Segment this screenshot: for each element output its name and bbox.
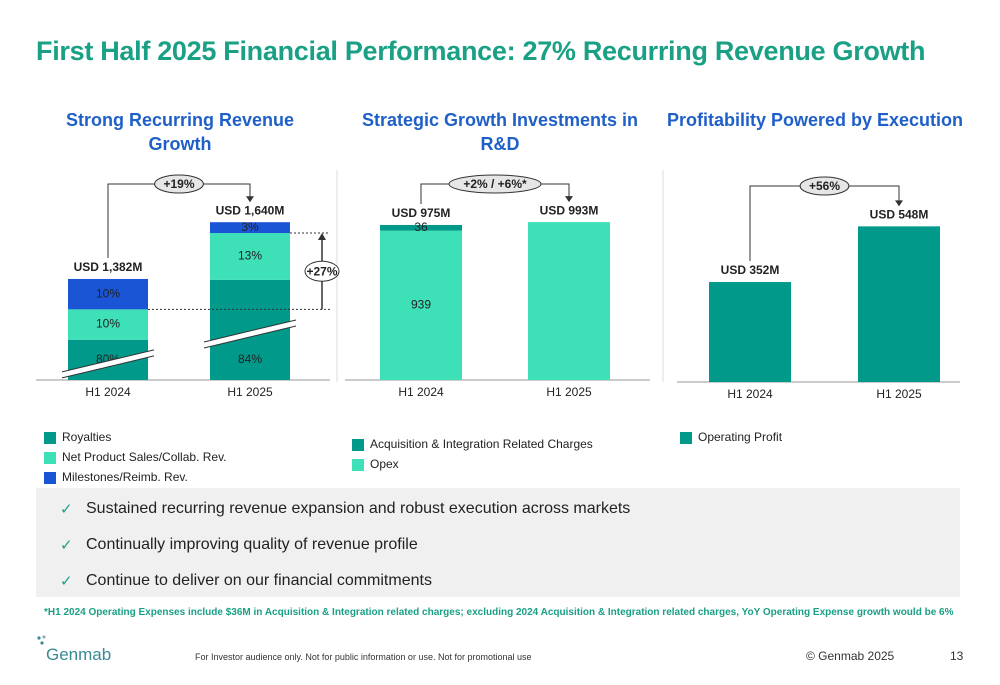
bar-segment (68, 278, 148, 310)
total-label: USD 975M (392, 206, 451, 220)
check: ✓ (60, 537, 73, 554)
axis-break (62, 349, 154, 378)
data-label: 36 (414, 220, 428, 234)
growth-label: +56% (809, 179, 840, 193)
page-number: 13 (950, 649, 964, 663)
data-label: 13% (238, 249, 262, 263)
axis-break (203, 325, 297, 349)
axis-break (61, 355, 155, 379)
growth-arrow (565, 196, 573, 203)
legend-swatch (680, 432, 692, 444)
x-tick-label: H1 2024 (85, 385, 131, 399)
chart-title: Strategic Growth Investments in R&D (361, 110, 639, 154)
bar-segment (380, 224, 462, 231)
data-label: USD 548M (870, 208, 929, 222)
axis-break (61, 349, 155, 373)
bar-segment (709, 282, 791, 382)
bar-segment (210, 222, 290, 234)
growth-badge (448, 174, 542, 194)
legend-label: Royalties (62, 430, 111, 444)
legend-label: Opex (370, 457, 399, 471)
legend-label: Acquisition & Integration Related Charge… (370, 437, 593, 451)
total-label: USD 1,640M (216, 203, 285, 217)
x-tick-label: H1 2024 (398, 385, 444, 399)
bar-segment (858, 226, 940, 382)
chart-title: Profitability Powered by Execution (666, 110, 964, 130)
data-label: USD 352M (721, 263, 780, 277)
legend-swatch (352, 459, 364, 471)
legend-label: Net Product Sales/Collab. Rev. (62, 450, 227, 464)
data-label: 10% (96, 317, 120, 331)
legend-label: Operating Profit (698, 430, 783, 444)
growth-label: +2% / +6%* (463, 177, 527, 191)
data-label: 10% (96, 286, 120, 300)
total-label: USD 1,382M (74, 260, 143, 274)
check: ✓ (60, 573, 73, 590)
legend-swatch (44, 432, 56, 444)
chart-title: Strong Recurring Revenue Growth (65, 110, 295, 154)
bar-segment (380, 230, 462, 380)
logo: Genmab (46, 645, 112, 664)
axis-break (204, 319, 296, 348)
total-label: USD 993M (540, 203, 599, 217)
highlight: Continually improving quality of revenue… (86, 536, 418, 553)
x-tick-label: H1 2025 (546, 385, 592, 399)
axis-break (203, 319, 297, 343)
check: ✓ (60, 501, 73, 518)
highlight: Sustained recurring revenue expansion an… (86, 500, 631, 517)
x-tick-label: H1 2025 (876, 387, 922, 401)
bar-segment (210, 233, 290, 280)
highlight: Continue to deliver on our financial com… (86, 572, 432, 589)
x-tick-label: H1 2024 (727, 387, 773, 401)
growth-arrow (246, 196, 254, 203)
logo-dots (37, 635, 46, 645)
data-label: 3% (241, 220, 259, 234)
growth-label: +27% (306, 264, 337, 278)
data-label: 939 (411, 298, 431, 312)
growth-arrow (318, 233, 326, 241)
bar-segment (528, 222, 610, 380)
slide-title: First Half 2025 Financial Performance: 2… (36, 36, 926, 66)
legend-label: Milestones/Reimb. Rev. (62, 470, 188, 484)
footnote: *H1 2024 Operating Expenses include $36M… (44, 607, 954, 618)
legend-swatch (44, 472, 56, 484)
legend-swatch (44, 452, 56, 464)
copyright: © Genmab 2025 (806, 649, 895, 663)
growth-badge (304, 260, 340, 282)
growth-arrow (895, 200, 903, 207)
data-label: 84% (238, 352, 262, 366)
growth-badge (799, 176, 850, 196)
legend-swatch (352, 439, 364, 451)
growth-label: +19% (163, 177, 194, 191)
highlights-box: ✓ Sustained recurring revenue expansion … (36, 488, 960, 597)
x-tick-label: H1 2025 (227, 385, 273, 399)
disclaimer: For Investor audience only. Not for publ… (195, 652, 532, 662)
growth-badge (154, 174, 204, 194)
bar-segment (68, 309, 148, 340)
